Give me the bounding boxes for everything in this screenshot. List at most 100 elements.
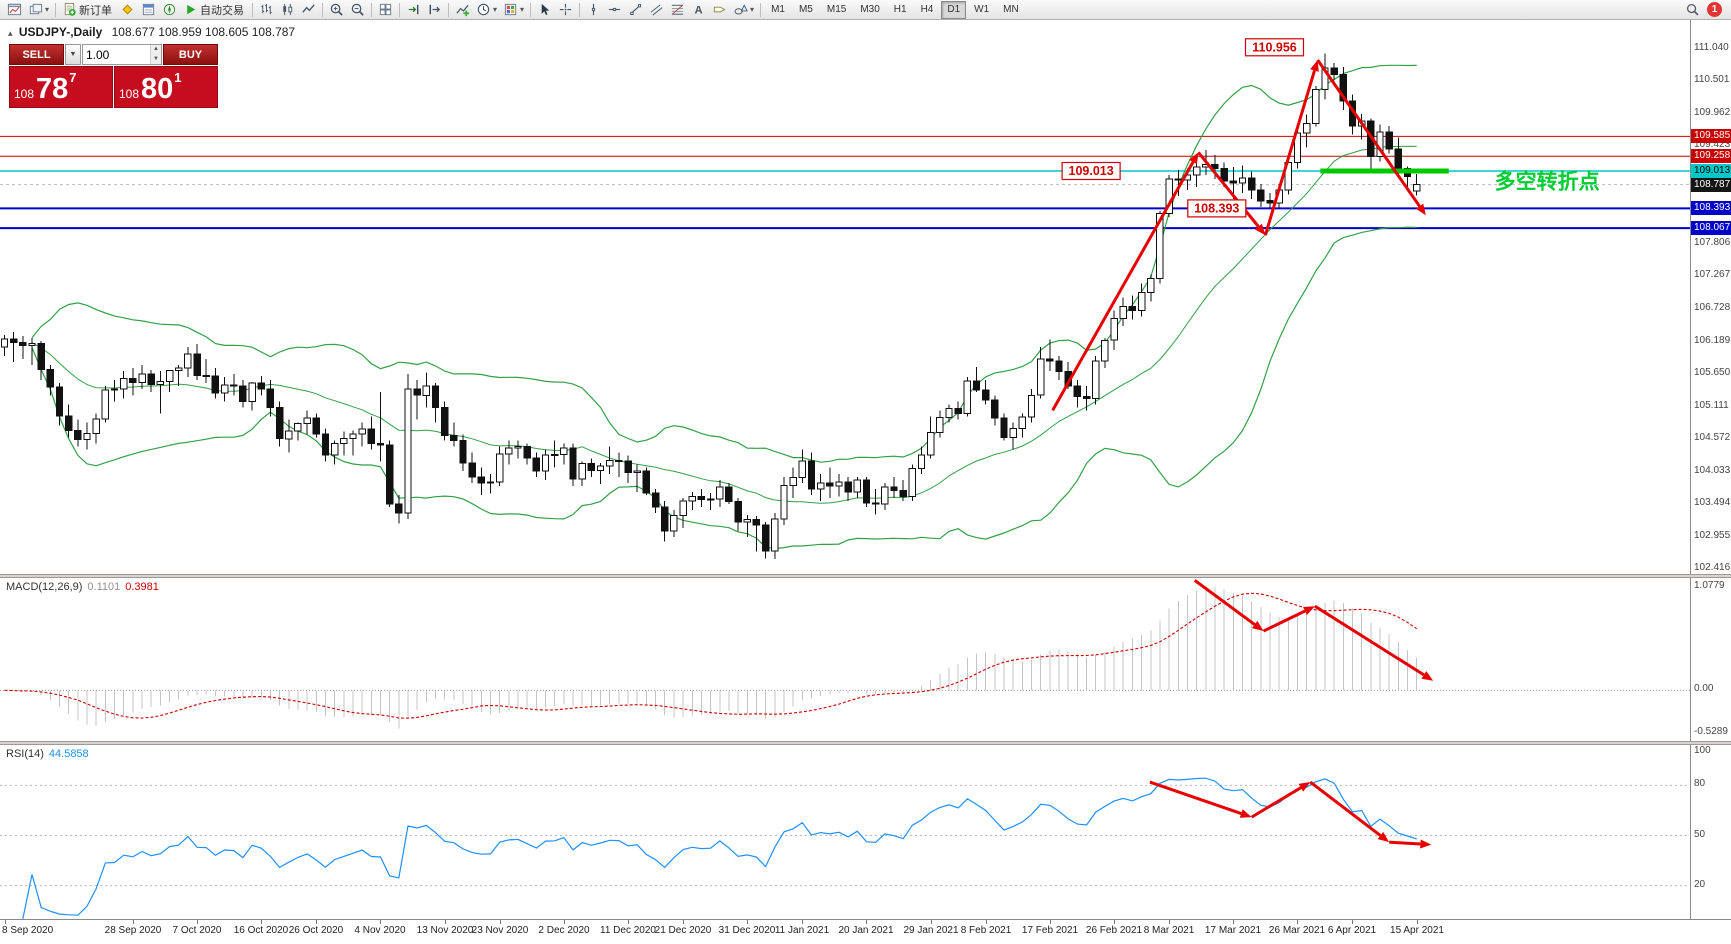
navigator-button[interactable] bbox=[159, 0, 180, 20]
volume-dropdown[interactable]: ▼ bbox=[65, 44, 81, 65]
new-chart-button[interactable] bbox=[4, 0, 25, 20]
panel-separator[interactable] bbox=[0, 574, 1731, 578]
volume-input[interactable] bbox=[83, 45, 150, 64]
date-label: 11 Dec 2020 bbox=[600, 925, 656, 936]
chart-shift-button[interactable] bbox=[424, 0, 445, 20]
auto-scroll-button[interactable] bbox=[403, 0, 424, 20]
data-window-button[interactable] bbox=[138, 0, 159, 20]
ask-int: 108 bbox=[119, 87, 140, 101]
draw-hline-button[interactable] bbox=[604, 0, 625, 20]
chevron-down-icon: ▾ bbox=[750, 5, 755, 14]
chart-type-bars-button[interactable] bbox=[256, 0, 277, 20]
price-scale-tick: 104.033 bbox=[1694, 464, 1731, 476]
draw-trendline-button[interactable] bbox=[625, 0, 646, 20]
price-annotation-box[interactable] bbox=[1244, 38, 1305, 57]
panel-separator[interactable] bbox=[0, 741, 1731, 745]
date-tick-mark bbox=[445, 920, 446, 924]
price-scale-tick: 103.494 bbox=[1694, 497, 1731, 509]
main-chart-canvas[interactable]: 110.956 109.013 108.393 多空转折点 bbox=[0, 20, 1690, 574]
indicators-list-button[interactable] bbox=[452, 0, 473, 20]
periods-icon bbox=[476, 2, 491, 17]
toolbar-separator bbox=[252, 2, 254, 17]
price-tag[interactable]: 108.787 bbox=[1691, 177, 1731, 192]
date-label: 17 Feb 2021 bbox=[1021, 925, 1079, 936]
price-tag[interactable]: 108.393 bbox=[1691, 201, 1731, 216]
chart-type-candles-button[interactable] bbox=[277, 0, 298, 20]
date-label: 29 Jan 2021 bbox=[903, 925, 959, 936]
date-label: 26 Mar 2021 bbox=[1268, 925, 1326, 936]
price-tag[interactable]: 109.258 bbox=[1691, 149, 1731, 164]
timeframe-w1-button[interactable]: W1 bbox=[974, 3, 990, 15]
date-axis[interactable]: 8 Sep 2020 28 Sep 2020 7 Oct 2020 16 Oct 20… bbox=[0, 919, 1731, 944]
price-tag[interactable]: 108.067 bbox=[1691, 221, 1731, 236]
timeframe-m1-button[interactable]: M1 bbox=[771, 3, 785, 15]
draw-text-button[interactable]: A bbox=[688, 0, 709, 20]
price-annotation-box[interactable] bbox=[1187, 199, 1247, 218]
shapes-icon bbox=[733, 2, 748, 17]
price-scale-tick: 104.572 bbox=[1694, 432, 1731, 444]
macd-panel-canvas[interactable] bbox=[0, 578, 1690, 741]
ask-price[interactable]: 108 80 1 bbox=[114, 66, 218, 108]
draw-vline-button[interactable] bbox=[583, 0, 604, 20]
draw-fibonacci-button[interactable] bbox=[667, 0, 688, 20]
market-watch-button[interactable] bbox=[117, 0, 138, 20]
date-label: 11 Jan 2021 bbox=[774, 925, 830, 936]
profiles-button[interactable]: ▾ bbox=[25, 0, 52, 20]
chart-type-line-button[interactable] bbox=[298, 0, 319, 20]
timeframe-m15-button[interactable]: M15 bbox=[826, 3, 847, 15]
chart-text-annotation[interactable]: 多空转折点 bbox=[1495, 170, 1600, 194]
date-tick-mark bbox=[380, 920, 381, 924]
sell-button[interactable]: SELL bbox=[9, 44, 64, 65]
date-tick-mark bbox=[500, 920, 501, 924]
fibonacci-icon bbox=[670, 2, 685, 17]
toolbar-separator bbox=[322, 2, 324, 17]
bid-price[interactable]: 108 78 7 bbox=[9, 66, 113, 108]
new-chart-icon bbox=[7, 2, 22, 17]
rsi-scale-tick: 50 bbox=[1694, 828, 1706, 840]
rsi-panel-canvas[interactable] bbox=[0, 745, 1690, 919]
date-tick-mark bbox=[1050, 920, 1051, 924]
date-tick-mark bbox=[1417, 920, 1418, 924]
timeframe-mn-button[interactable]: MN bbox=[1003, 3, 1019, 15]
timeframe-h1-button[interactable]: H1 bbox=[893, 3, 907, 15]
crosshair-icon bbox=[558, 2, 573, 17]
search-icon[interactable] bbox=[1685, 2, 1700, 17]
price-tag[interactable]: 109.585 bbox=[1691, 129, 1731, 144]
timeframe-m5-button[interactable]: M5 bbox=[798, 3, 813, 15]
zoom-in-button[interactable] bbox=[326, 0, 347, 20]
crosshair-button[interactable] bbox=[555, 0, 576, 20]
price-scale-tick: 106.189 bbox=[1694, 334, 1731, 346]
bid-big-digits: 78 bbox=[36, 73, 69, 105]
date-label: 28 Sep 2020 bbox=[104, 925, 162, 936]
zoom-out-button[interactable] bbox=[347, 0, 368, 20]
tile-windows-button[interactable] bbox=[375, 0, 396, 20]
date-label: 13 Nov 2020 bbox=[416, 925, 474, 936]
notification-badge[interactable]: 1 bbox=[1707, 2, 1722, 17]
timeframe-d1-button[interactable]: D1 bbox=[941, 0, 967, 19]
chart-title: ▴ USDJPY-,Daily 108.677 108.959 108.605 … bbox=[8, 25, 295, 39]
new-order-button[interactable]: 新订单 bbox=[59, 0, 117, 20]
templates-button[interactable]: ▾ bbox=[500, 0, 527, 20]
date-label: 23 Nov 2020 bbox=[471, 925, 529, 936]
macd-signal-line bbox=[4, 592, 1418, 719]
zoom-in-icon bbox=[329, 2, 344, 17]
draw-label-button[interactable] bbox=[709, 0, 730, 20]
new-order-icon bbox=[62, 2, 77, 17]
timeframe-h4-button[interactable]: H4 bbox=[920, 3, 934, 15]
date-tick-mark bbox=[197, 920, 198, 924]
periods-button[interactable]: ▾ bbox=[473, 0, 500, 20]
timeframe-m30-button[interactable]: M30 bbox=[860, 3, 880, 15]
toolbar-separator bbox=[371, 2, 373, 17]
price-annotation-box[interactable] bbox=[1061, 161, 1121, 181]
cursor-button[interactable] bbox=[534, 0, 555, 20]
autotrading-button[interactable]: 自动交易 bbox=[180, 0, 249, 20]
trendline-icon bbox=[628, 2, 643, 17]
one-click-collapse-icon[interactable]: ▴ bbox=[8, 28, 13, 38]
draw-channel-button[interactable] bbox=[646, 0, 667, 20]
price-scale[interactable]: 111.040110.501109.962109.423108.884108.3… bbox=[1690, 20, 1731, 919]
volume-stepper[interactable]: ▲ ▼ bbox=[149, 45, 161, 64]
price-tag[interactable]: 109.013 bbox=[1691, 163, 1731, 178]
buy-button[interactable]: BUY bbox=[163, 44, 218, 65]
draw-arrows-button[interactable]: ▾ bbox=[730, 0, 757, 20]
